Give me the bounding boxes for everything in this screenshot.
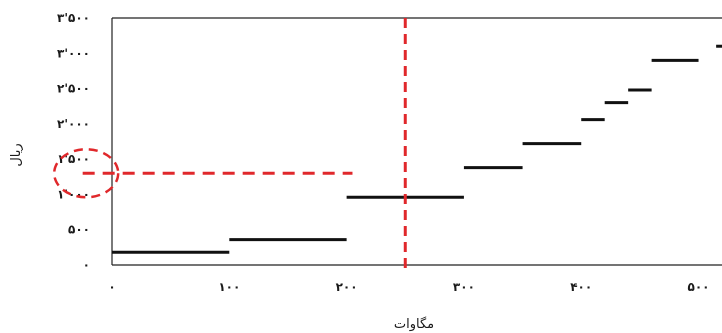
y-tick-label: ۳'۰۰۰ [57, 46, 90, 60]
y-tick-label: ۲'۰۰۰ [57, 117, 90, 131]
x-tick-label: ۰ [108, 280, 115, 294]
y-tick-label: ۰ [83, 258, 90, 272]
price-step-segments [112, 44, 722, 254]
price-highlight-circle [52, 148, 120, 199]
y-tick-label: ۲'۵۰۰ [57, 82, 90, 96]
y-tick-label: ۵۰۰ [68, 223, 90, 237]
x-axis-tick-labels: ۰ ۱۰۰ ۲۰۰ ۳۰۰ ۴۰۰ ۵۰۰ [108, 280, 709, 294]
x-tick-label: ۵۰۰ [688, 280, 710, 294]
y-tick-label: ۱'۰۰۰ [57, 187, 90, 201]
plot-frame [111, 17, 722, 266]
x-tick-label: ۳۰۰ [453, 280, 475, 294]
y-axis-title: ریال [9, 143, 24, 166]
marker-annotations [52, 18, 407, 269]
x-tick-label: ۱۰۰ [218, 280, 240, 294]
x-axis-title: مگاوات [394, 316, 434, 332]
y-tick-label: ۳'۵۰۰ [57, 11, 90, 25]
x-tick-label: ۲۰۰ [336, 280, 358, 294]
x-tick-label: ۴۰۰ [570, 280, 592, 294]
